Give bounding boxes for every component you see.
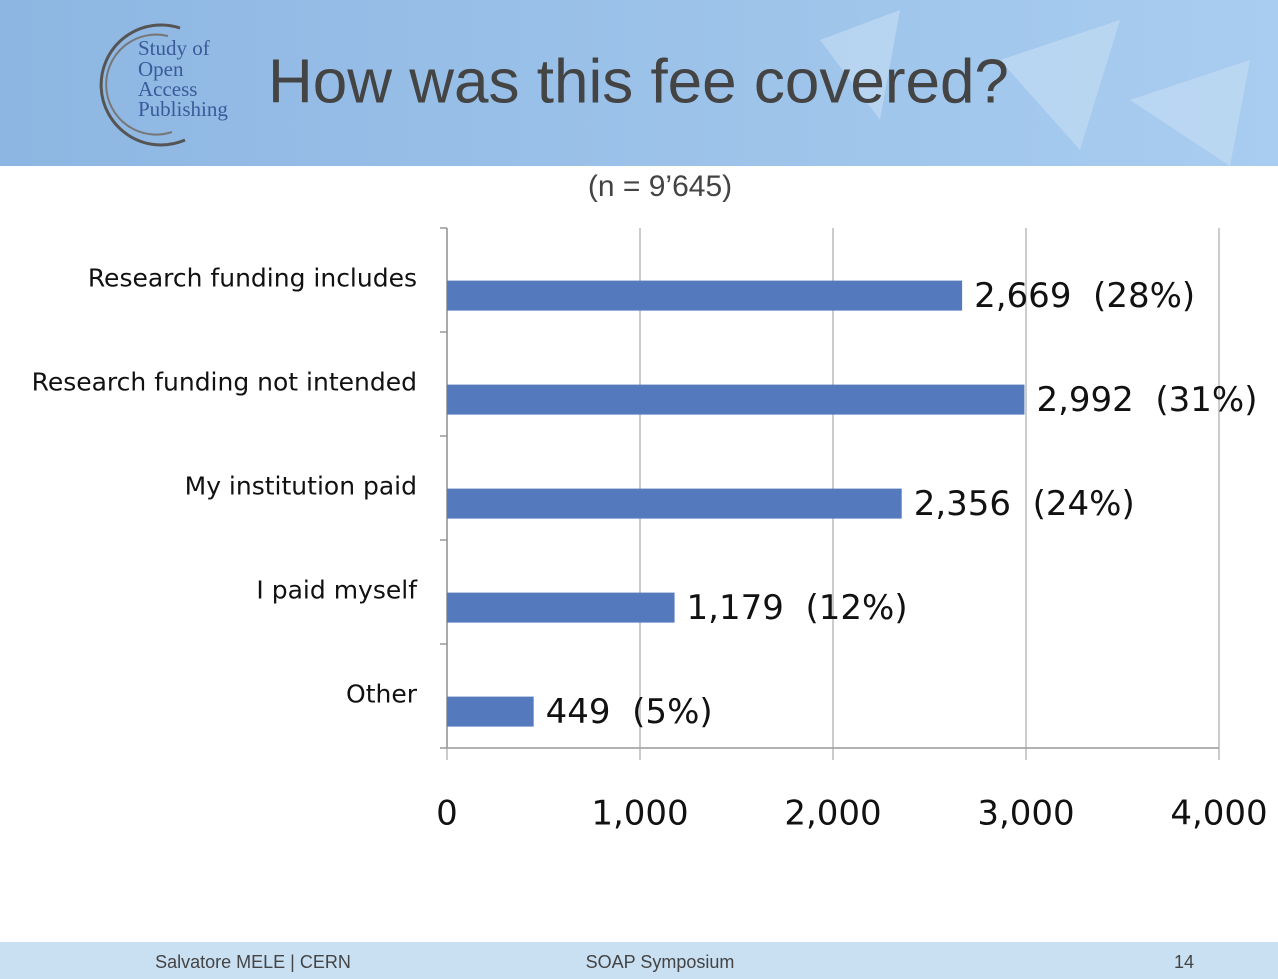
logo-arc: [99, 23, 186, 147]
data-label: 2,669 (28%): [974, 276, 1195, 316]
footer-presenter: Salvatore MELE | CERN: [155, 952, 351, 972]
bar: [447, 592, 675, 623]
logo-text: Publishing: [138, 97, 228, 121]
logo-text: Access: [138, 77, 197, 101]
x-tick-label: 3,000: [977, 794, 1074, 834]
slide-title: How was this fee covered?: [268, 47, 1009, 116]
data-label: 1,179 (12%): [687, 588, 908, 628]
footer-event: SOAP Symposium: [586, 952, 735, 972]
x-tick-label: 2,000: [784, 794, 881, 834]
y-tick-label: Other: [346, 680, 418, 709]
y-tick-label: My institution paid: [185, 472, 417, 501]
y-tick-label: Research funding includes: [88, 264, 417, 293]
y-tick-label: I paid myself: [256, 576, 418, 605]
footer-band: [0, 942, 1278, 979]
subtitle: (n = 9’645): [588, 170, 732, 203]
header-decoration: [820, 10, 1250, 166]
data-label: 2,992 (31%): [1036, 380, 1257, 420]
logo-text: Study of: [138, 36, 210, 60]
bar: [447, 488, 902, 519]
logo-text: Open: [138, 57, 184, 81]
data-label: 449 (5%): [546, 692, 713, 732]
data-label: 2,356 (24%): [914, 484, 1135, 524]
bar: [447, 696, 534, 727]
logo: Study of Open Access Publishing: [138, 36, 228, 121]
x-tick-label: 1,000: [591, 794, 688, 834]
bar: [447, 384, 1025, 415]
x-tick-label: 4,000: [1170, 794, 1267, 834]
x-tick-label: 0: [436, 794, 458, 834]
footer-page: 14: [1174, 952, 1194, 972]
bar: [447, 280, 963, 311]
logo-arc: [105, 33, 173, 136]
chart: 0 1,000 2,000 3,000 4,000 Research funding in…: [32, 227, 1268, 834]
y-tick-label: Research funding not intended: [32, 368, 417, 397]
